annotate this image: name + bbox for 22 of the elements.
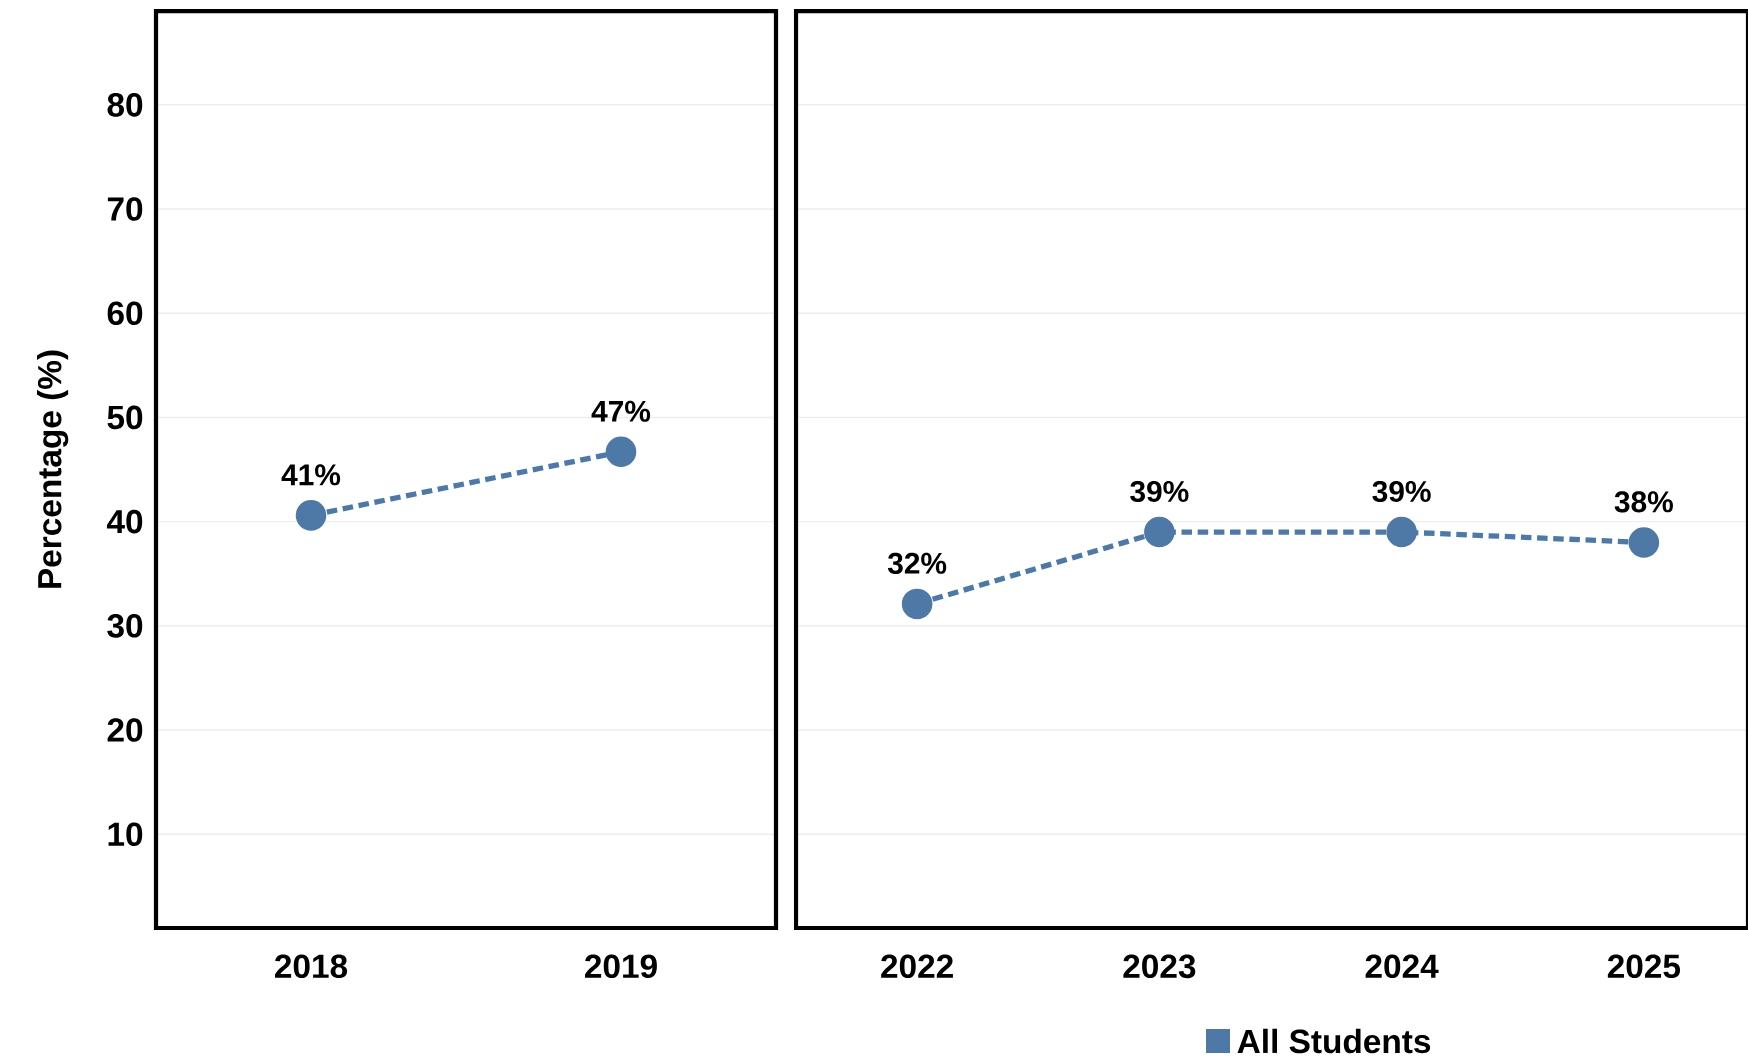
y-tick-label: 80: [107, 93, 143, 117]
y-axis-title: Percentage (%): [36, 350, 69, 588]
data-label: 38%: [1614, 491, 1673, 513]
x-tick-label: 2018: [275, 954, 348, 979]
x-tick-label: 2024: [1365, 954, 1439, 979]
y-tick-label: 40: [106, 509, 143, 534]
y-tick-label: 60: [107, 301, 143, 326]
y-tick-label: 30: [107, 613, 143, 638]
legend-label: All Students: [1237, 1028, 1431, 1054]
data-label: 39%: [1130, 480, 1189, 503]
data-label: 32%: [887, 552, 947, 574]
data-label: 39%: [1372, 480, 1431, 503]
x-tick-label: 2019: [585, 954, 657, 979]
x-tick-label: 2025: [1607, 954, 1681, 979]
x-tick-label: 2023: [1123, 954, 1196, 979]
y-tick-label: 10: [108, 822, 143, 847]
data-label: 47%: [591, 400, 651, 422]
y-tick-label: 20: [107, 718, 143, 742]
y-tick-label: 70: [107, 197, 143, 221]
data-label: 41%: [281, 464, 341, 486]
x-tick-label: 2022: [881, 954, 953, 979]
y-tick-label: 50: [107, 405, 143, 430]
